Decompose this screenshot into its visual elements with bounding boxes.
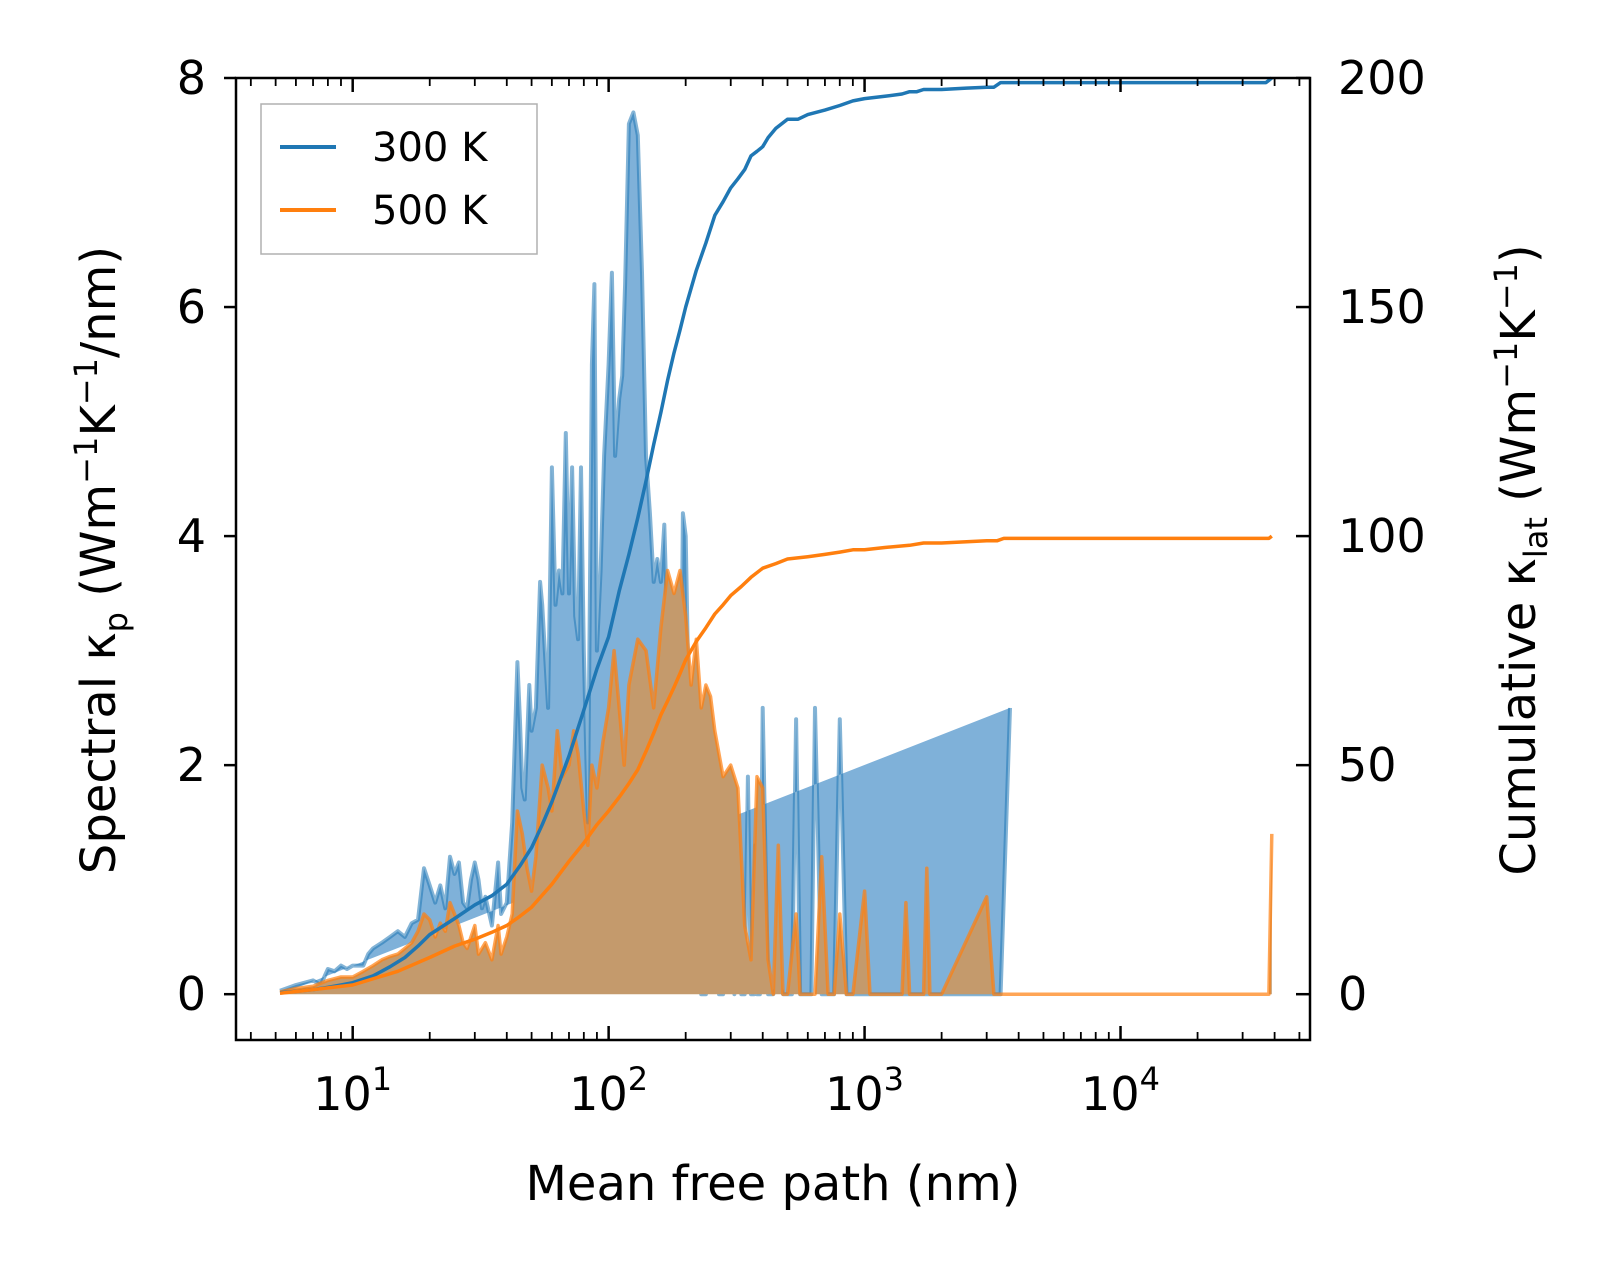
legend: 300 K 500 K <box>260 103 538 255</box>
y-left-label-sub: p <box>97 612 135 632</box>
y-left-tick-label: 4 <box>177 509 206 563</box>
legend-label-500k: 500 K <box>372 188 489 234</box>
y-right-label-sup2: −1 <box>1487 263 1525 310</box>
y-right-label-unit2: K <box>1491 309 1547 342</box>
y-right-tick-label: 200 <box>1338 51 1426 105</box>
plot-area <box>279 76 1274 997</box>
cumulative-500k-line <box>279 534 1273 996</box>
line-layer <box>279 76 1273 996</box>
y-left-label-unit: (Wm <box>71 484 127 612</box>
axis-ticks <box>224 76 1310 1040</box>
spectral-500k-fill <box>280 570 1272 995</box>
y-right-tick-label: 150 <box>1338 280 1426 334</box>
y-left-label-main: Spectral κ <box>71 632 127 874</box>
y-left-label-sup1: −1 <box>67 437 105 484</box>
y-left-tick-label: 6 <box>177 280 206 334</box>
spectral-300k-fill <box>280 112 1010 995</box>
y-right-label-main: Cumulative κ <box>1491 558 1547 876</box>
cumulative-300k-line <box>279 76 1273 995</box>
fill-layer <box>279 110 1274 997</box>
y-left-tick-label: 2 <box>177 738 206 792</box>
y-left-tick-label: 0 <box>177 967 206 1021</box>
y-axis-left-label: Spectral κp (Wm−1K−1/nm) <box>67 246 135 874</box>
y-right-label-sup1: −1 <box>1487 342 1525 389</box>
legend-box <box>260 103 538 255</box>
spectral-300k-edge <box>279 110 1012 997</box>
y-right-label-unit: (Wm <box>1491 389 1547 517</box>
x-tick-label: 102 <box>569 1060 648 1121</box>
y-right-tick-label: 100 <box>1338 509 1426 563</box>
y-right-label-sub: lat <box>1517 517 1555 558</box>
y-right-label-tail: ) <box>1491 244 1547 263</box>
y-right-tick-label: 50 <box>1338 738 1397 792</box>
y-right-tick-label: 0 <box>1338 967 1367 1021</box>
plot-frame <box>234 76 1312 1042</box>
y-left-label-sup2: −1 <box>67 358 105 405</box>
y-left-label-tail: /nm) <box>71 246 127 358</box>
x-tick-label: 104 <box>1081 1060 1160 1121</box>
x-axis-label: Mean free path (nm) <box>526 1156 1021 1212</box>
tick-labels: 101 102 103 104 0 2 4 6 8 0 50 100 150 200 <box>177 51 1426 1121</box>
spectral-500k-edge <box>279 568 1274 996</box>
y-axis-right-label: Cumulative κlat (Wm−1K−1) <box>1487 244 1555 875</box>
x-tick-label: 103 <box>825 1060 904 1121</box>
x-tick-label: 101 <box>313 1060 392 1121</box>
y-left-label-unit2: K <box>71 404 127 437</box>
y-left-tick-label: 8 <box>177 51 206 105</box>
legend-label-300k: 300 K <box>372 125 489 171</box>
